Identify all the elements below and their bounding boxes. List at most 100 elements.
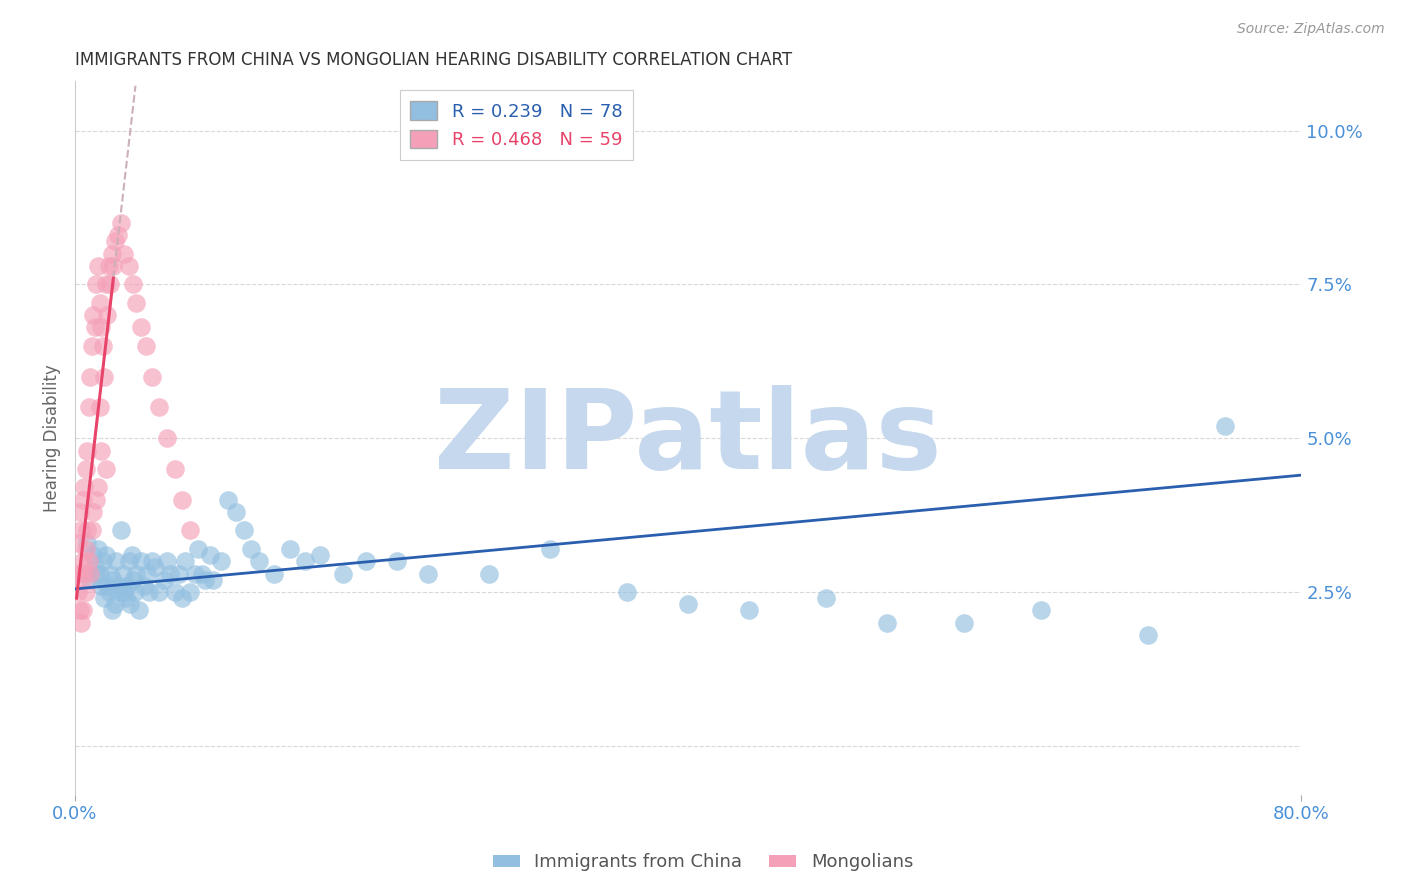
- Point: [103, 259, 125, 273]
- Point: [72, 492, 94, 507]
- Point: [87, 259, 110, 273]
- Point: [132, 579, 155, 593]
- Point: [134, 339, 156, 353]
- Point: [120, 597, 142, 611]
- Point: [108, 579, 131, 593]
- Point: [75, 541, 97, 556]
- Point: [96, 308, 118, 322]
- Point: [676, 597, 699, 611]
- Point: [77, 401, 100, 415]
- Text: ZIPatlas: ZIPatlas: [434, 384, 942, 491]
- Point: [194, 573, 217, 587]
- Point: [84, 560, 107, 574]
- Point: [80, 524, 103, 538]
- Point: [91, 339, 114, 353]
- Point: [1136, 628, 1159, 642]
- Point: [70, 524, 93, 538]
- Point: [112, 246, 135, 260]
- Point: [278, 541, 301, 556]
- Point: [86, 492, 108, 507]
- Point: [294, 554, 316, 568]
- Point: [125, 566, 148, 581]
- Point: [84, 320, 107, 334]
- Point: [136, 566, 159, 581]
- Point: [191, 566, 214, 581]
- Legend: Immigrants from China, Mongolians: Immigrants from China, Mongolians: [485, 847, 921, 879]
- Point: [179, 585, 201, 599]
- Point: [385, 554, 408, 568]
- Point: [1213, 418, 1236, 433]
- Point: [129, 320, 152, 334]
- Point: [70, 615, 93, 630]
- Point: [86, 566, 108, 581]
- Point: [174, 554, 197, 568]
- Point: [124, 585, 146, 599]
- Point: [187, 541, 209, 556]
- Point: [90, 443, 112, 458]
- Point: [141, 369, 163, 384]
- Point: [112, 585, 135, 599]
- Point: [65, 566, 87, 581]
- Point: [73, 566, 96, 581]
- Point: [115, 579, 138, 593]
- Point: [148, 585, 170, 599]
- Point: [125, 296, 148, 310]
- Point: [156, 431, 179, 445]
- Text: Source: ZipAtlas.com: Source: ZipAtlas.com: [1237, 22, 1385, 37]
- Point: [118, 554, 141, 568]
- Point: [107, 228, 129, 243]
- Point: [97, 259, 120, 273]
- Point: [76, 536, 98, 550]
- Point: [128, 603, 150, 617]
- Point: [104, 235, 127, 249]
- Point: [79, 369, 101, 384]
- Point: [101, 603, 124, 617]
- Point: [93, 591, 115, 606]
- Point: [263, 566, 285, 581]
- Point: [79, 573, 101, 587]
- Point: [67, 536, 90, 550]
- Point: [91, 554, 114, 568]
- Point: [72, 554, 94, 568]
- Point: [82, 548, 104, 562]
- Point: [75, 462, 97, 476]
- Point: [107, 585, 129, 599]
- Point: [94, 548, 117, 562]
- Point: [79, 566, 101, 581]
- Point: [103, 573, 125, 587]
- Point: [416, 566, 439, 581]
- Point: [138, 585, 160, 599]
- Point: [153, 573, 176, 587]
- Point: [141, 554, 163, 568]
- Point: [217, 492, 239, 507]
- Point: [98, 566, 121, 581]
- Point: [76, 524, 98, 538]
- Point: [354, 554, 377, 568]
- Point: [98, 277, 121, 292]
- Point: [616, 585, 638, 599]
- Point: [87, 480, 110, 494]
- Point: [77, 554, 100, 568]
- Point: [225, 505, 247, 519]
- Point: [183, 566, 205, 581]
- Point: [240, 541, 263, 556]
- Point: [97, 585, 120, 599]
- Point: [93, 369, 115, 384]
- Point: [86, 277, 108, 292]
- Point: [122, 573, 145, 587]
- Point: [538, 541, 561, 556]
- Point: [143, 560, 166, 574]
- Point: [69, 603, 91, 617]
- Point: [89, 296, 111, 310]
- Point: [70, 566, 93, 581]
- Point: [876, 615, 898, 630]
- Point: [114, 591, 136, 606]
- Point: [67, 585, 90, 599]
- Point: [89, 566, 111, 581]
- Point: [198, 548, 221, 562]
- Point: [738, 603, 761, 617]
- Point: [76, 443, 98, 458]
- Text: IMMIGRANTS FROM CHINA VS MONGOLIAN HEARING DISABILITY CORRELATION CHART: IMMIGRANTS FROM CHINA VS MONGOLIAN HEARI…: [75, 51, 792, 69]
- Point: [163, 462, 186, 476]
- Point: [72, 603, 94, 617]
